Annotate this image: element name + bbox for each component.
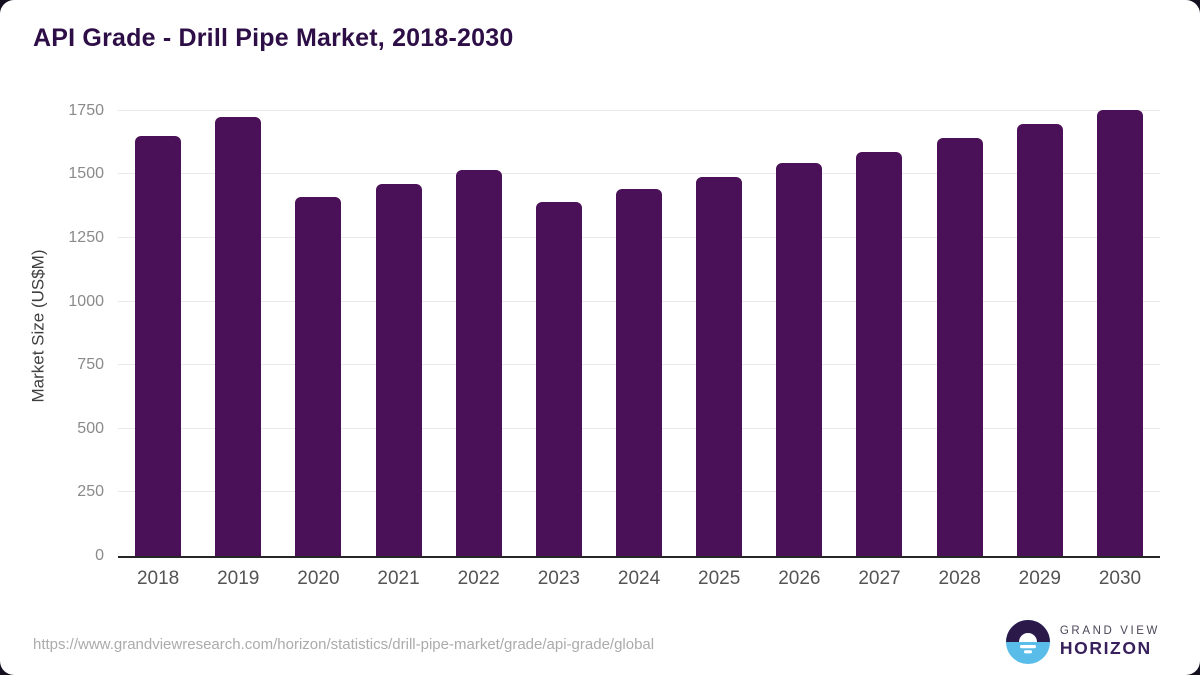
x-tick-2027: 2027 [858, 568, 901, 589]
bar-2023[interactable] [535, 202, 582, 556]
x-tick-2020: 2020 [297, 568, 340, 589]
bar-2026[interactable] [776, 163, 823, 556]
logo-line-horizon: HORIZON [1059, 638, 1152, 659]
x-tick-2026: 2026 [778, 568, 821, 589]
bar-2019[interactable] [215, 117, 262, 556]
bar-column-2021 [358, 93, 438, 556]
bar-2029[interactable] [1016, 124, 1063, 556]
x-tick-2022: 2022 [457, 568, 500, 589]
bar-column-2030 [1080, 93, 1160, 556]
y-tick-0: 0 [95, 547, 104, 564]
bar-2027[interactable] [856, 151, 903, 556]
x-tick-2028: 2028 [938, 568, 981, 589]
y-tick-1500: 1500 [68, 165, 104, 183]
horizon-sun-logo-icon [1005, 620, 1050, 664]
bars-container [118, 93, 1160, 556]
x-tick-2019: 2019 [217, 568, 260, 589]
bar-2021[interactable] [375, 183, 422, 556]
bar-column-2018 [118, 93, 198, 556]
y-tick-1250: 1250 [68, 229, 104, 247]
source-url: https://www.grandviewresearch.com/horizo… [33, 636, 655, 653]
bar-column-2028 [920, 93, 1000, 556]
x-axis-labels: 2018 2019 2020 2021 2022 2023 2024 2025 2026 2027… [118, 568, 1160, 590]
x-tick-2024: 2024 [617, 568, 661, 589]
bar-2024[interactable] [616, 189, 663, 556]
bar-2020[interactable] [295, 197, 342, 556]
bar-2028[interactable] [936, 138, 983, 556]
bar-2025[interactable] [696, 177, 743, 556]
bar-2018[interactable] [135, 136, 182, 556]
gridline-1750 [118, 109, 1160, 111]
bar-column-2026 [759, 93, 839, 556]
bar-column-2029 [1000, 93, 1080, 556]
bar-column-2024 [599, 93, 679, 556]
logo-text: GRAND VIEW HORIZON [1060, 624, 1160, 660]
logo-line-grand-view: GRAND VIEW [1059, 624, 1160, 637]
chart-title: API Grade - Drill Pipe Market, 2018-2030 [33, 24, 514, 52]
x-tick-2025: 2025 [698, 568, 741, 589]
y-tick-750: 750 [77, 356, 104, 374]
bar-column-2025 [679, 93, 759, 556]
bar-column-2027 [839, 93, 919, 556]
brand-logo: GRAND VIEW HORIZON [1005, 620, 1160, 664]
bar-column-2022 [439, 93, 519, 556]
x-tick-2030: 2030 [1098, 568, 1142, 589]
bar-column-2023 [519, 93, 599, 556]
gridline-1500 [118, 173, 1160, 175]
x-tick-2021: 2021 [377, 568, 420, 589]
y-tick-500: 500 [77, 419, 104, 437]
bar-2030[interactable] [1096, 110, 1143, 556]
x-tick-2023: 2023 [537, 568, 580, 589]
y-tick-1000: 1000 [68, 292, 104, 310]
bar-column-2020 [278, 93, 358, 556]
y-axis-title: Market Size (US$M) [29, 248, 48, 403]
plot-area: 0 250 500 750 1000 1250 1500 1750 [68, 93, 1160, 564]
x-tick-2029: 2029 [1018, 568, 1061, 589]
y-tick-1750: 1750 [68, 101, 104, 119]
x-tick-2018: 2018 [136, 568, 180, 589]
bar-2022[interactable] [455, 170, 502, 556]
y-tick-250: 250 [77, 483, 104, 501]
bar-column-2019 [198, 93, 278, 556]
